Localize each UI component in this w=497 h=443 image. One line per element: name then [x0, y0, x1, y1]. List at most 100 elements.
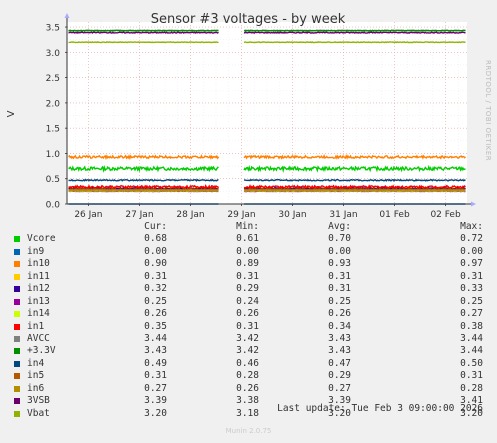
legend-avg-value: 0.26	[328, 308, 351, 320]
legend-series-name: in10	[27, 258, 50, 270]
legend-swatch	[14, 335, 20, 342]
legend-swatch	[14, 311, 20, 318]
legend-row-vcore: Vcore 0.68 0.61 0.70 0.72	[0, 233, 497, 245]
legend-cur-value: 0.27	[144, 382, 167, 394]
legend-min-value: 0.29	[236, 283, 259, 295]
legend-header: Cur: Min: Avg: Max:	[0, 221, 497, 233]
legend-max-value: 0.38	[460, 320, 483, 332]
legend-max-value: 3.44	[460, 345, 483, 357]
legend-max-value: 0.97	[460, 258, 483, 270]
legend-avg-value: 0.27	[328, 382, 351, 394]
legend-max-value: 0.25	[460, 295, 483, 307]
legend-swatch	[14, 248, 20, 255]
series-line-in10	[68, 153, 220, 161]
legend-swatch	[14, 323, 20, 330]
legend-min-value: 0.61	[236, 233, 259, 245]
series-lines	[68, 29, 466, 205]
legend-cur-value: 0.00	[144, 245, 167, 257]
legend-cur-value: 0.90	[144, 258, 167, 270]
legend-series-name: Vbat	[27, 407, 50, 419]
legend-avg-value: 3.20	[328, 407, 351, 419]
y-ticks: 0.0 0.5 1.0 1.5 2.0 2.5 3.0 3.5	[46, 24, 67, 211]
y-axis-label: V	[6, 110, 17, 117]
legend-cur-value: 0.35	[144, 320, 167, 332]
legend-series-name: in1	[27, 320, 45, 332]
legend-max-value: 0.31	[460, 370, 483, 382]
y-tick-label: 1.5	[46, 125, 60, 135]
series-line-33v	[68, 29, 219, 32]
legend-series-name: in13	[27, 295, 50, 307]
legend-min-header: Min:	[236, 221, 259, 232]
legend-min-value: 3.42	[236, 332, 259, 344]
legend-swatch	[14, 410, 20, 417]
legend-row-in9: in9 0.00 0.00 0.00 0.00	[0, 246, 497, 258]
legend: Cur: Min: Avg: Max: Vcore 0.68 0.61 0.70 0.7…	[0, 221, 497, 420]
series-line-in4	[243, 178, 466, 182]
x-tick-label: 31 Jan	[329, 210, 357, 220]
series-line-33v	[243, 29, 466, 32]
x-ticks: 26 Jan 27 Jan 28 Jan 29 Jan 30 Jan 31 Jan 01 F…	[74, 204, 461, 220]
legend-cur-value: 3.43	[144, 345, 167, 357]
legend-cur-value: 0.26	[144, 308, 167, 320]
legend-cur-value: 0.68	[144, 233, 167, 245]
legend-cur-value: 0.31	[144, 270, 167, 282]
series-line-vbat	[68, 41, 219, 44]
legend-max-value: 0.72	[460, 233, 483, 245]
legend-max-value: 3.44	[460, 332, 483, 344]
legend-avg-value: 0.00	[328, 245, 351, 257]
legend-row-in5: in5 0.31 0.28 0.29 0.31	[0, 370, 497, 382]
legend-min-value: 0.26	[236, 382, 259, 394]
legend-max-value: 0.50	[460, 357, 483, 369]
legend-swatch	[14, 236, 20, 243]
legend-row-vbat: Vbat 3.20 3.18 3.20 3.20	[0, 408, 497, 420]
y-tick-label: 0.5	[46, 175, 60, 185]
legend-swatch	[14, 273, 20, 280]
legend-cur-value: 0.32	[144, 283, 167, 295]
legend-series-name: in5	[27, 370, 45, 382]
legend-max-value: 3.41	[460, 395, 483, 407]
footer: Munin 2.0.75	[225, 427, 272, 435]
legend-series-name: 3VSB	[27, 395, 50, 407]
legend-min-value: 0.28	[236, 370, 259, 382]
series-line-vcore	[243, 164, 466, 173]
legend-cur-value: 0.31	[144, 370, 167, 382]
legend-avg-value: 0.31	[328, 283, 351, 295]
legend-swatch	[14, 360, 20, 367]
x-tick-label: 28 Jan	[176, 210, 204, 220]
series-line-in6	[68, 189, 219, 192]
legend-row-in10: in10 0.90 0.89 0.93 0.97	[0, 258, 497, 270]
legend-min-value: 3.18	[236, 407, 259, 419]
legend-swatch	[14, 286, 20, 293]
series-line-in6	[243, 189, 466, 192]
x-axis-arrow	[471, 201, 476, 207]
legend-avg-value: 3.43	[328, 345, 351, 357]
legend-series-name: in14	[27, 308, 50, 320]
legend-row-3vsb: 3VSB 3.39 3.38 3.39 3.41	[0, 395, 497, 407]
legend-row-in4: in4 0.49 0.46 0.47 0.50	[0, 358, 497, 370]
series-line-in1	[243, 183, 466, 190]
legend-avg-value: 0.93	[328, 258, 351, 270]
y-tick-label: 2.0	[46, 99, 61, 109]
y-tick-label: 1.0	[46, 150, 61, 160]
legend-min-value: 0.31	[236, 320, 259, 332]
chart: 0.0 0.5 1.0 1.5 2.0 2.5 3.0 3.5 26 Jan 27 Jan 28 …	[6, 12, 492, 220]
legend-row-in14: in14 0.26 0.26 0.26 0.27	[0, 308, 497, 320]
x-tick-label: 26 Jan	[74, 210, 102, 220]
side-label: RRDTOOL / TOBI OETIKER	[484, 60, 492, 161]
legend-cur-value: 3.20	[144, 407, 167, 419]
legend-series-name: +3.3V	[27, 345, 56, 357]
legend-row-33v: +3.3V 3.43 3.42 3.43 3.44	[0, 345, 497, 357]
legend-min-value: 3.38	[236, 395, 259, 407]
legend-row-in6: in6 0.27 0.26 0.27 0.28	[0, 383, 497, 395]
legend-max-value: 0.31	[460, 270, 483, 282]
series-line-in5	[68, 188, 219, 191]
legend-avg-value: 3.39	[328, 395, 351, 407]
legend-series-name: Vcore	[27, 233, 56, 245]
legend-avg-value: 0.25	[328, 295, 351, 307]
legend-row-in11: in11 0.31 0.31 0.31 0.31	[0, 271, 497, 283]
axes	[64, 13, 476, 207]
y-axis-arrow	[64, 13, 70, 18]
series-line-vbat	[243, 41, 466, 44]
legend-series-name: in4	[27, 357, 45, 369]
last-update: Last update: Tue Feb 3 09:00:00 2026	[277, 403, 483, 414]
